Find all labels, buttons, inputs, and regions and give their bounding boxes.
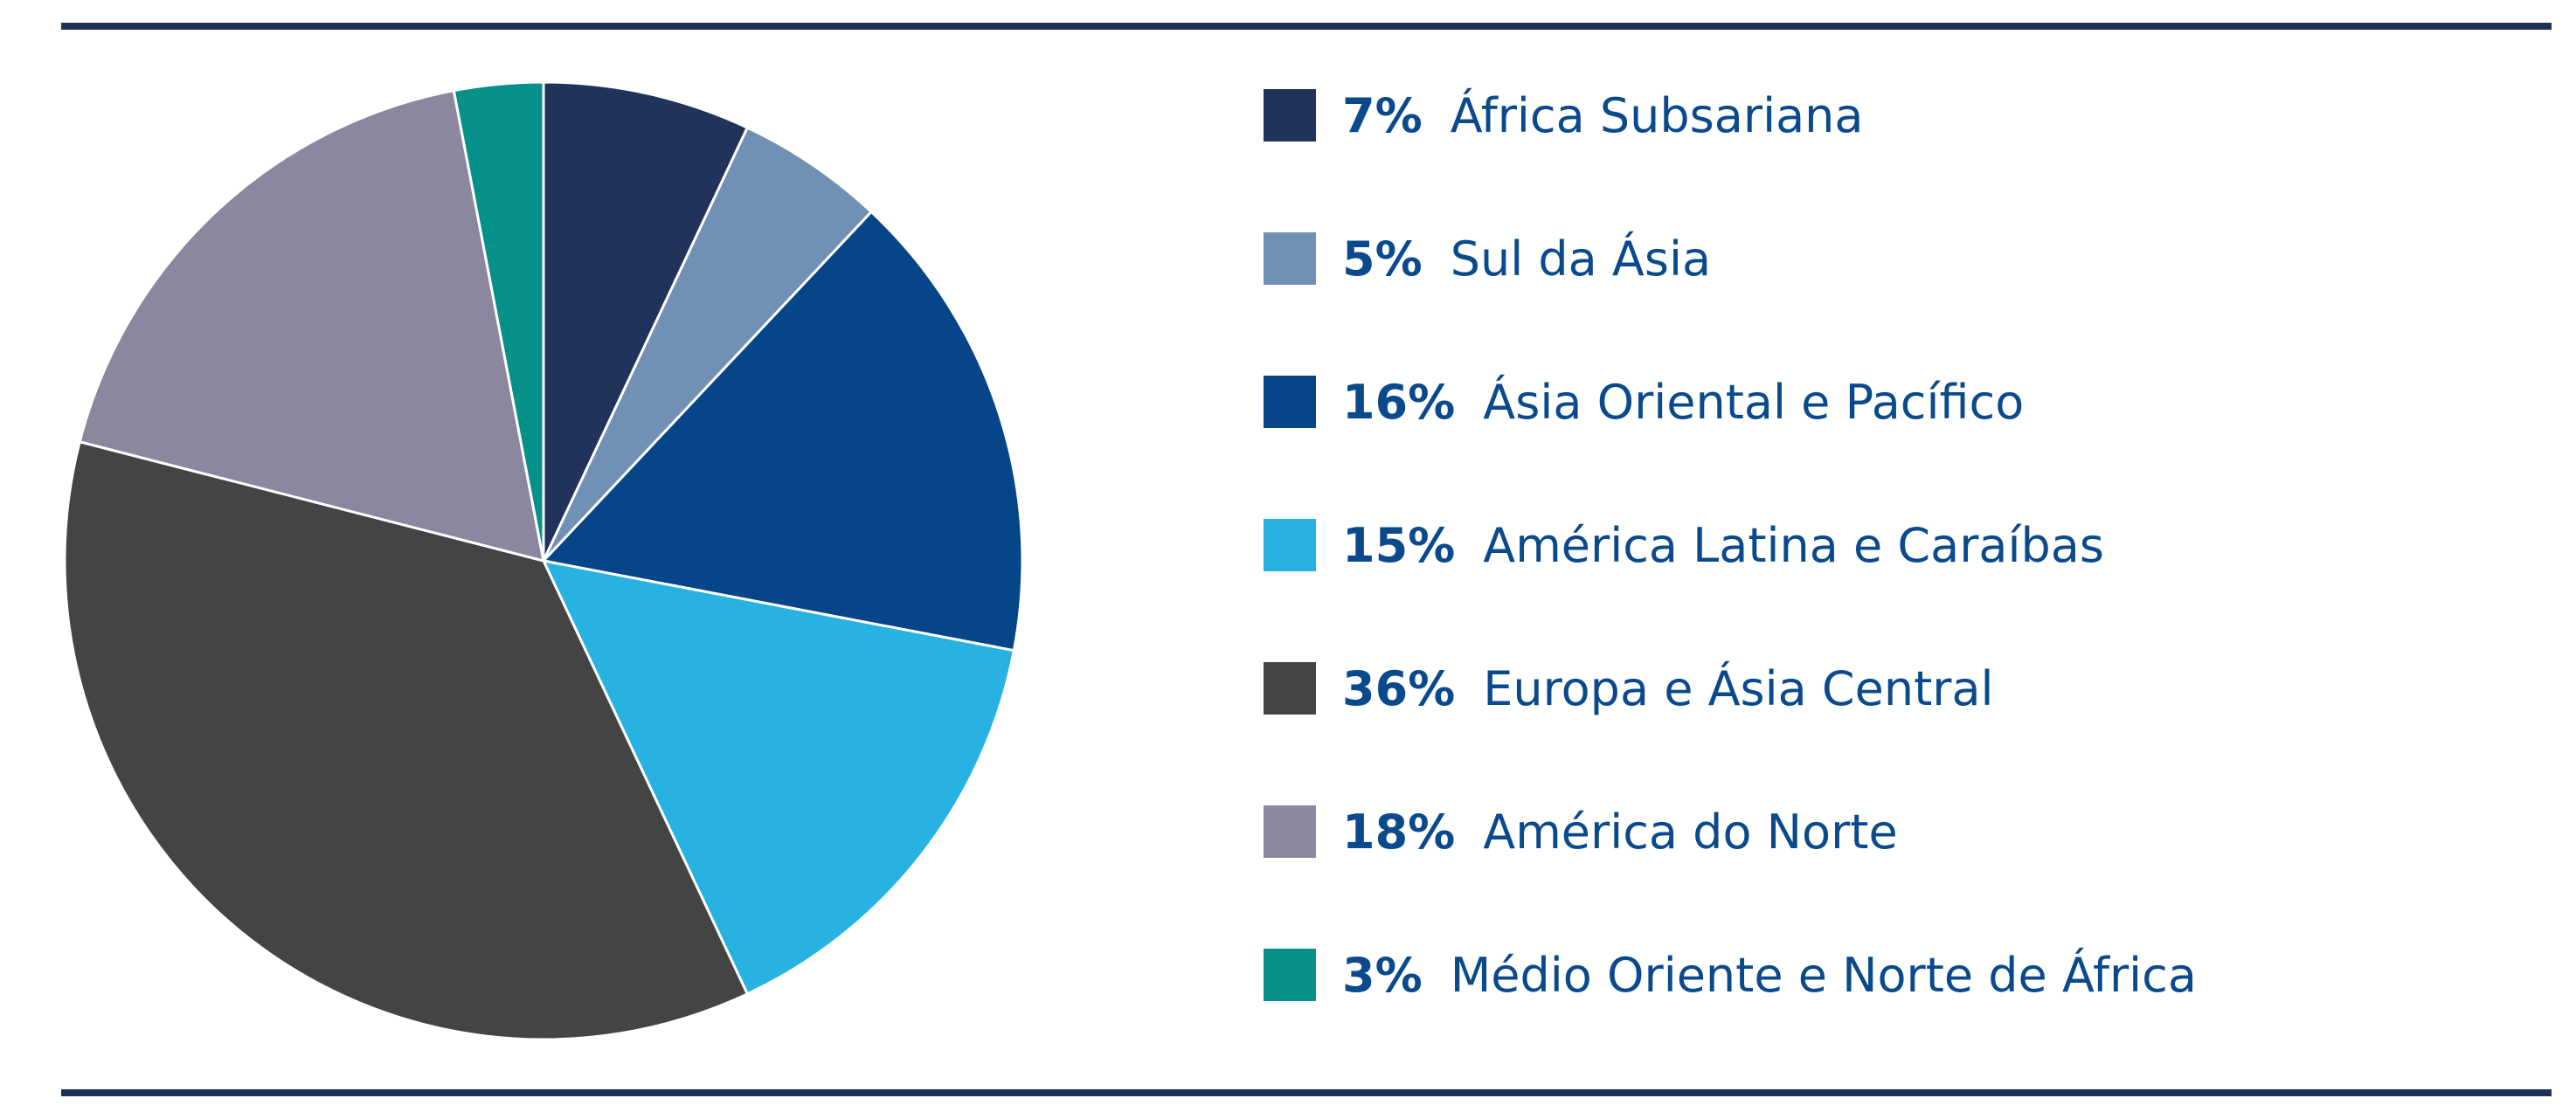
legend-label-america-latina-e-caraibas: América Latina e Caraíbas [1483, 517, 2104, 573]
legend-swatch-america-do-norte [1264, 805, 1316, 858]
pie-slice-america-do-norte [78, 89, 545, 563]
pie-chart [63, 80, 1024, 1041]
legend-pct-america-do-norte: 18% [1342, 804, 1456, 860]
pie-slice-europa-e-asia-central [63, 440, 749, 1041]
pie-slice-sul-da-asia [542, 126, 873, 563]
pie-slice-africa-subsariana [542, 80, 749, 563]
legend-pct-sul-da-asia: 5% [1342, 231, 1423, 287]
legend-pct-europa-e-asia-central: 36% [1342, 660, 1456, 716]
legend-swatch-america-latina-e-caraibas [1264, 519, 1316, 571]
legend-pct-medio-oriente-e-norte-de-africa: 3% [1342, 947, 1423, 1003]
legend-swatch-asia-oriental-e-pacifico [1264, 376, 1316, 428]
legend-label-africa-subsariana: África Subsariana [1450, 87, 1864, 143]
legend-swatch-sul-da-asia [1264, 232, 1316, 285]
legend-label-europa-e-asia-central: Europa e Ásia Central [1483, 660, 1994, 716]
legend-label-america-do-norte: América do Norte [1483, 804, 1898, 860]
legend-item-medio-oriente-e-norte-de-africa: 3% Médio Oriente e Norte de África [1264, 940, 2197, 1010]
legend-item-asia-oriental-e-pacifico: 16% Ásia Oriental e Pacífico [1264, 367, 2024, 437]
legend-pct-america-latina-e-caraibas: 15% [1342, 517, 1456, 573]
legend-item-europa-e-asia-central: 36% Europa e Ásia Central [1264, 653, 1994, 723]
legend-pct-africa-subsariana: 7% [1342, 87, 1423, 143]
legend-swatch-europa-e-asia-central [1264, 662, 1316, 715]
bottom-divider [61, 1089, 2552, 1096]
legend-item-america-do-norte: 18% América do Norte [1264, 797, 1898, 867]
legend-pct-asia-oriental-e-pacifico: 16% [1342, 374, 1456, 430]
pie-slice-america-latina-e-caraibas [542, 559, 1015, 996]
legend-label-sul-da-asia: Sul da Ásia [1450, 231, 1712, 287]
legend-swatch-africa-subsariana [1264, 89, 1316, 142]
legend-label-asia-oriental-e-pacifico: Ásia Oriental e Pacífico [1483, 374, 2025, 430]
legend-swatch-medio-oriente-e-norte-de-africa [1264, 949, 1316, 1001]
pie-slice-medio-oriente-e-norte-de-africa [452, 80, 545, 563]
legend-label-medio-oriente-e-norte-de-africa: Médio Oriente e Norte de África [1450, 947, 2197, 1003]
legend-item-america-latina-e-caraibas: 15% América Latina e Caraíbas [1264, 510, 2104, 580]
top-divider [61, 23, 2552, 30]
legend-item-africa-subsariana: 7% África Subsariana [1264, 80, 1863, 150]
pie-slice-asia-oriental-e-pacifico [542, 211, 1024, 653]
legend-item-sul-da-asia: 5% Sul da Ásia [1264, 224, 1711, 294]
